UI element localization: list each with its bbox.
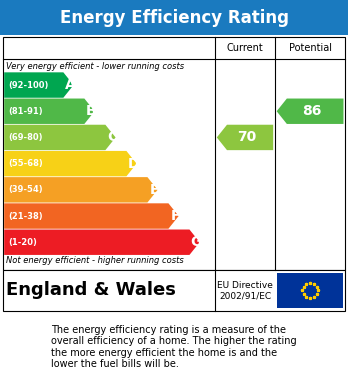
Polygon shape — [4, 203, 179, 229]
Text: (69-80): (69-80) — [8, 133, 43, 142]
Bar — [277, 273, 343, 308]
Polygon shape — [4, 230, 200, 255]
Text: (55-68): (55-68) — [8, 159, 43, 168]
Polygon shape — [277, 99, 343, 124]
Bar — [3, 270, 345, 311]
Text: Current: Current — [227, 43, 263, 53]
Text: EU Directive
2002/91/EC: EU Directive 2002/91/EC — [217, 281, 273, 300]
Text: (21-38): (21-38) — [8, 212, 43, 221]
Text: C: C — [107, 131, 117, 144]
Text: (1-20): (1-20) — [8, 238, 37, 247]
Text: (81-91): (81-91) — [8, 107, 43, 116]
Text: D: D — [127, 157, 139, 170]
Bar — [0, 0, 348, 35]
Polygon shape — [4, 151, 137, 176]
Text: F: F — [170, 209, 180, 223]
Text: G: G — [190, 235, 202, 249]
Bar — [3, 37, 345, 270]
Text: 70: 70 — [237, 131, 256, 144]
Polygon shape — [4, 99, 95, 124]
Polygon shape — [217, 125, 273, 150]
Text: Not energy efficient - higher running costs: Not energy efficient - higher running co… — [6, 255, 183, 265]
Polygon shape — [4, 72, 73, 98]
Text: Energy Efficiency Rating: Energy Efficiency Rating — [60, 9, 288, 27]
Text: Very energy efficient - lower running costs: Very energy efficient - lower running co… — [6, 62, 184, 71]
Text: Potential: Potential — [288, 43, 332, 53]
Text: E: E — [149, 183, 159, 197]
Text: England & Wales: England & Wales — [6, 281, 176, 300]
Text: 86: 86 — [302, 104, 321, 118]
Polygon shape — [4, 125, 116, 150]
Text: The energy efficiency rating is a measure of the
overall efficiency of a home. T: The energy efficiency rating is a measur… — [51, 325, 297, 369]
Text: B: B — [86, 104, 96, 118]
Polygon shape — [4, 177, 158, 203]
Text: (39-54): (39-54) — [8, 185, 43, 194]
Text: A: A — [65, 78, 76, 92]
Text: (92-100): (92-100) — [8, 81, 49, 90]
